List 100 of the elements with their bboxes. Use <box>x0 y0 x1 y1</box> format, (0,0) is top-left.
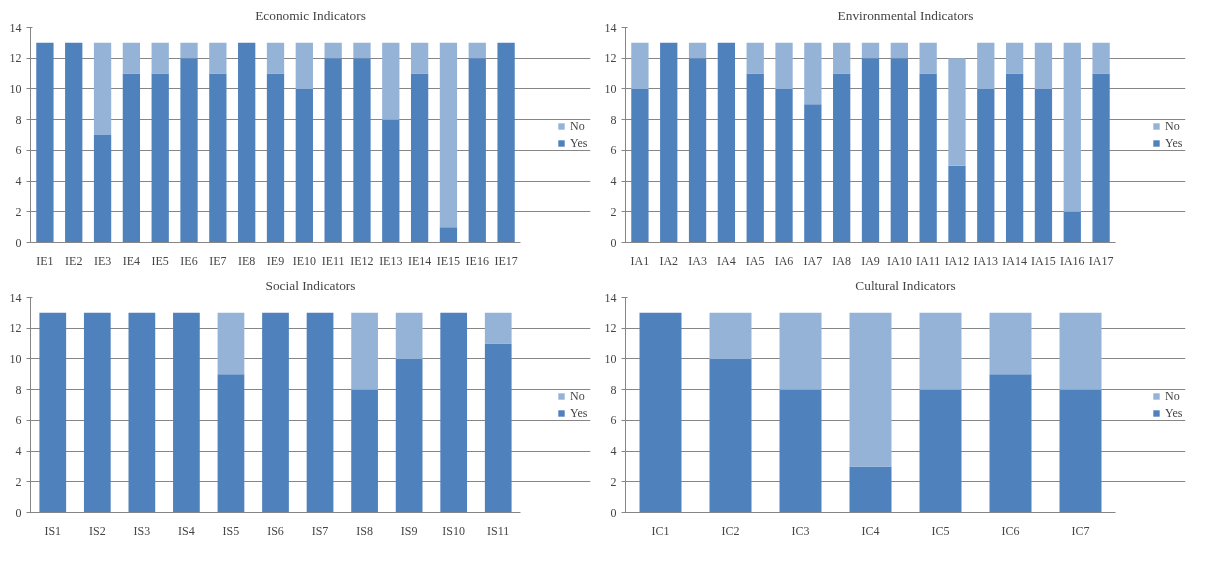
bar <box>180 58 198 243</box>
x-tick-label: IC4 <box>861 523 880 538</box>
y-tick-label: 10 <box>604 351 617 366</box>
bar <box>151 42 169 74</box>
bar <box>1092 42 1110 74</box>
bar <box>410 42 429 74</box>
bar <box>890 42 908 59</box>
y-tick-label: 8 <box>610 112 617 127</box>
y-tick-label: 2 <box>15 204 22 219</box>
y-tick-label: 4 <box>610 174 617 189</box>
bar <box>39 312 67 513</box>
bar <box>217 374 245 513</box>
bar <box>1005 42 1024 74</box>
y-tick-label: 14 <box>9 290 22 305</box>
x-tick-label: IE7 <box>209 253 227 268</box>
bar <box>631 88 649 243</box>
legend-label: No <box>1165 388 1181 404</box>
bar <box>217 312 245 375</box>
x-tick-label: IE5 <box>151 253 169 268</box>
x-tick-label: IC2 <box>721 523 740 538</box>
y-tick-label: 6 <box>610 143 617 158</box>
y-tick-label: 12 <box>9 51 22 66</box>
bar <box>989 374 1032 513</box>
bar <box>1034 88 1053 243</box>
y-tick-label: 12 <box>604 51 617 66</box>
bar <box>122 73 141 243</box>
bar <box>497 42 515 243</box>
bar <box>833 73 851 243</box>
x-tick-label: IC7 <box>1071 523 1090 538</box>
bar <box>775 88 793 243</box>
bar <box>919 42 937 74</box>
legend-label: Yes <box>570 135 589 151</box>
bar <box>688 58 707 243</box>
x-tick-label: IS10 <box>442 523 466 538</box>
y-tick-label: 0 <box>610 235 617 250</box>
bar <box>833 42 851 74</box>
bar <box>746 73 764 243</box>
bar <box>410 73 429 243</box>
bar <box>1005 73 1024 243</box>
bar <box>65 42 83 243</box>
bar <box>324 58 342 243</box>
x-tick-label: IE3 <box>93 253 112 268</box>
y-tick-label: 4 <box>610 444 617 459</box>
x-tick-label: IS11 <box>487 523 510 538</box>
bar <box>395 312 423 359</box>
bar <box>709 312 752 359</box>
x-tick-label: IA1 <box>630 253 650 268</box>
bar <box>382 119 400 243</box>
bar <box>36 42 54 243</box>
bar <box>977 42 995 89</box>
legend-label: Yes <box>1165 135 1184 151</box>
bar <box>1059 312 1102 390</box>
y-tick-label: 8 <box>15 382 22 397</box>
x-tick-label: IC3 <box>791 523 810 538</box>
x-tick-label: IS9 <box>400 523 418 538</box>
bar <box>919 73 937 243</box>
x-tick-label: IE17 <box>494 253 518 268</box>
x-tick-label: IA7 <box>803 253 823 268</box>
bar <box>151 73 169 243</box>
bar <box>440 312 468 513</box>
x-tick-label: IA17 <box>1088 253 1114 268</box>
bar <box>266 42 285 74</box>
bar <box>295 42 313 89</box>
x-tick-label: IC5 <box>931 523 950 538</box>
x-tick-label: IS7 <box>311 523 329 538</box>
bar <box>948 58 966 166</box>
bar <box>353 58 371 243</box>
bar <box>779 312 822 390</box>
bar <box>382 42 400 120</box>
y-tick-label: 6 <box>15 413 22 428</box>
chart-title: Economic Indicators <box>255 7 366 23</box>
bar <box>93 42 112 135</box>
x-tick-label: IE14 <box>407 253 432 268</box>
bar <box>468 42 486 59</box>
y-tick-label: 2 <box>15 474 22 489</box>
bar <box>351 389 378 513</box>
x-tick-label: IE12 <box>350 253 374 268</box>
bar <box>173 312 200 513</box>
bar <box>351 312 378 390</box>
bar <box>1059 389 1102 513</box>
x-tick-label: IE11 <box>321 253 345 268</box>
y-tick-label: 4 <box>15 174 22 189</box>
bar <box>804 42 822 105</box>
bar <box>1092 73 1110 243</box>
y-tick-label: 14 <box>604 290 617 305</box>
y-tick-label: 10 <box>9 81 22 96</box>
bar <box>849 312 892 467</box>
bar <box>919 312 962 390</box>
y-tick-label: 6 <box>610 413 617 428</box>
bar <box>1063 42 1081 212</box>
bar <box>306 312 334 513</box>
chart-title: Social Indicators <box>265 277 356 293</box>
x-tick-label: IA6 <box>774 253 794 268</box>
x-tick-label: IC1 <box>651 523 670 538</box>
x-tick-label: IA3 <box>688 253 707 268</box>
x-tick-label: IE2 <box>65 253 83 268</box>
bar <box>324 42 342 59</box>
y-tick-label: 14 <box>9 20 22 35</box>
bar <box>890 58 908 243</box>
bar <box>709 358 752 513</box>
